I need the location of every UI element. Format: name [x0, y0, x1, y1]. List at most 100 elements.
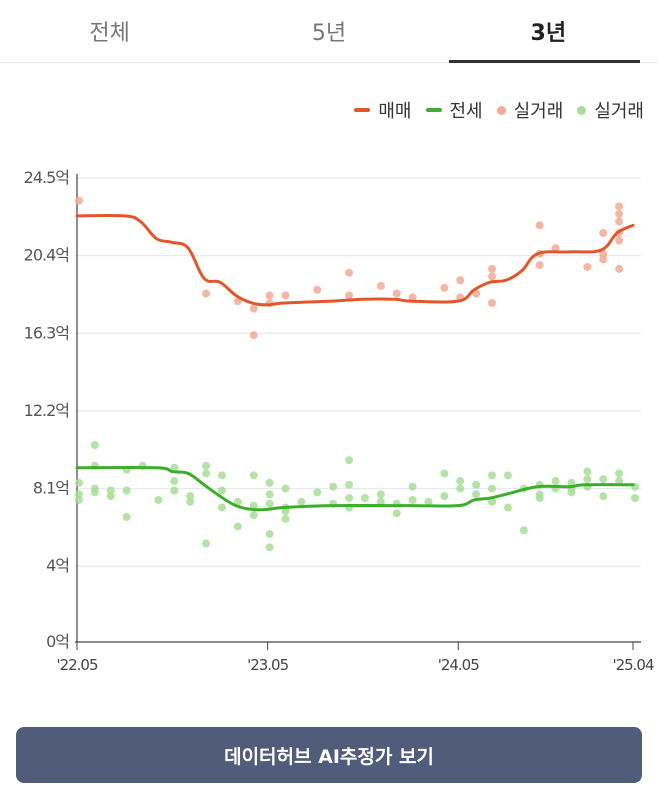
sale-transaction-point [75, 196, 83, 205]
jeonse-transaction-point [456, 477, 465, 486]
jeonse-transaction-point [281, 507, 290, 516]
jeonse-transaction-point [615, 477, 624, 486]
jeonse-transaction-point [488, 484, 497, 493]
sale-transaction-point [249, 331, 258, 340]
legend-sale[interactable]: 매매 [354, 97, 412, 123]
sale-transaction-point [408, 293, 417, 302]
jeonse-transaction-point [249, 471, 258, 480]
y-tick-label: 16.3억 [24, 323, 69, 342]
legend-sale-label: 매매 [378, 101, 412, 122]
jeonse-transaction-point [456, 484, 465, 493]
legend-jeonse-transactions[interactable]: 실거래 [577, 97, 644, 123]
jeonse-transaction-point [281, 514, 290, 523]
jeonse-transaction-point [186, 497, 195, 506]
jeonse-transaction-point [488, 497, 497, 506]
sale-transaction-point [615, 209, 624, 218]
tab-5-years[interactable]: 5년 [311, 21, 347, 46]
jeonse-transaction-point [217, 503, 226, 512]
x-tick-label: '24.05 [438, 656, 480, 674]
period-tabs: 전체 5년 3년 [0, 0, 658, 63]
y-tick-label: 12.2억 [24, 401, 69, 420]
jeonse-transaction-point [186, 492, 195, 501]
x-tick-label: '22.05 [56, 656, 98, 674]
sale-transaction-point [599, 228, 608, 237]
legend-sale-transactions[interactable]: 실거래 [496, 97, 564, 123]
jeonse-transaction-point [583, 475, 592, 484]
jeonse-transaction-point [265, 478, 274, 487]
jeonse-transaction-point [472, 490, 481, 499]
sale-transaction-point [345, 291, 354, 300]
tab-3-years[interactable]: 3년 [439, 0, 658, 63]
jeonse-transaction-point [345, 456, 354, 465]
jeonse-transaction-point [329, 482, 338, 491]
y-tick-label: 20.4억 [24, 246, 69, 265]
sale-transaction-point [392, 289, 401, 298]
jeonse-transaction-point [75, 495, 83, 504]
jeonse-transaction-point [345, 480, 354, 489]
legend-jeonse[interactable]: 전세 [425, 97, 483, 123]
jeonse-line-swatch [425, 108, 442, 112]
legend-jeonse-tx-label: 실거래 [594, 101, 644, 122]
jeonse-transaction-point [376, 490, 385, 499]
sale-transaction-point [615, 217, 624, 226]
jeonse-transaction-point [217, 471, 226, 480]
sale-transaction-point [281, 291, 290, 300]
jeonse-transaction-point [615, 469, 624, 478]
price-chart[interactable]: 0억 4억 8.1억 12.2억 16.3억 20.4억 24.5억 '22.05 '23.05… [0, 150, 658, 680]
jeonse-transaction-point [265, 543, 274, 552]
jeonse-transaction-point [631, 494, 639, 503]
jeonse-transaction-point [106, 486, 115, 495]
sale-transaction-point [599, 249, 608, 258]
sale-transaction-point [488, 298, 497, 307]
jeonse-transaction-point [472, 480, 481, 489]
jeonse-transaction-point [170, 463, 179, 472]
sale-transaction-point [345, 268, 354, 277]
legend-jeonse-label: 전세 [449, 101, 483, 122]
jeonse-transaction-point [265, 490, 274, 499]
sale-transaction-point [615, 202, 624, 211]
jeonse-transaction-point [122, 486, 131, 495]
y-tick-label: 4억 [46, 556, 69, 575]
jeonse-transaction-point [265, 499, 274, 508]
sale-transaction-point [535, 221, 544, 230]
jeonse-transaction-point [249, 501, 258, 510]
sale-transaction-point [202, 289, 211, 298]
sale-transaction-point [376, 281, 385, 290]
x-tick-label: '25.04 [612, 656, 654, 674]
y-tick-label: 24.5억 [24, 168, 69, 187]
sale-transaction-point [615, 264, 624, 273]
sale-transaction-point [488, 264, 497, 273]
sale-transaction-point [313, 285, 322, 294]
jeonse-transaction-point [392, 509, 401, 518]
ai-estimate-button[interactable]: 데이터허브 AI추정가 보기 [16, 727, 642, 783]
legend-sale-tx-label: 실거래 [513, 101, 564, 122]
jeonse-transaction-point [408, 482, 417, 491]
sale-price-line [75, 213, 635, 307]
sale-transaction-point [456, 276, 465, 285]
sale-transaction-point [535, 261, 544, 270]
jeonse-transaction-point [90, 484, 99, 493]
sale-transaction-point [249, 304, 258, 313]
jeonse-transaction-point [567, 488, 576, 497]
jeonse-transaction-point [599, 475, 608, 484]
sale-transaction-point [265, 291, 274, 300]
x-tick-label: '23.05 [247, 656, 289, 674]
jeonse-transaction-point [154, 495, 163, 504]
jeonse-transaction-point [281, 484, 290, 493]
sale-transaction-point [599, 255, 608, 264]
tab-all[interactable]: 전체 [89, 21, 130, 46]
jeonse-transaction-point [75, 490, 83, 499]
jeonse-transaction-point [122, 513, 131, 522]
jeonse-transaction-point [90, 441, 99, 450]
jeonse-transaction-point [551, 477, 560, 486]
sale-transaction-point [440, 283, 449, 292]
jeonse-transaction-point [360, 494, 369, 503]
jeonse-transaction-point [202, 539, 211, 548]
jeonse-transaction-point [202, 469, 211, 478]
jeonse-transaction-point [265, 530, 274, 539]
jeonse-transaction-point [75, 478, 83, 487]
jeonse-transaction-point [170, 486, 179, 495]
jeonse-transaction-point [583, 467, 592, 476]
jeonse-transaction-point [408, 495, 417, 504]
jeonse-transaction-point [488, 471, 497, 480]
